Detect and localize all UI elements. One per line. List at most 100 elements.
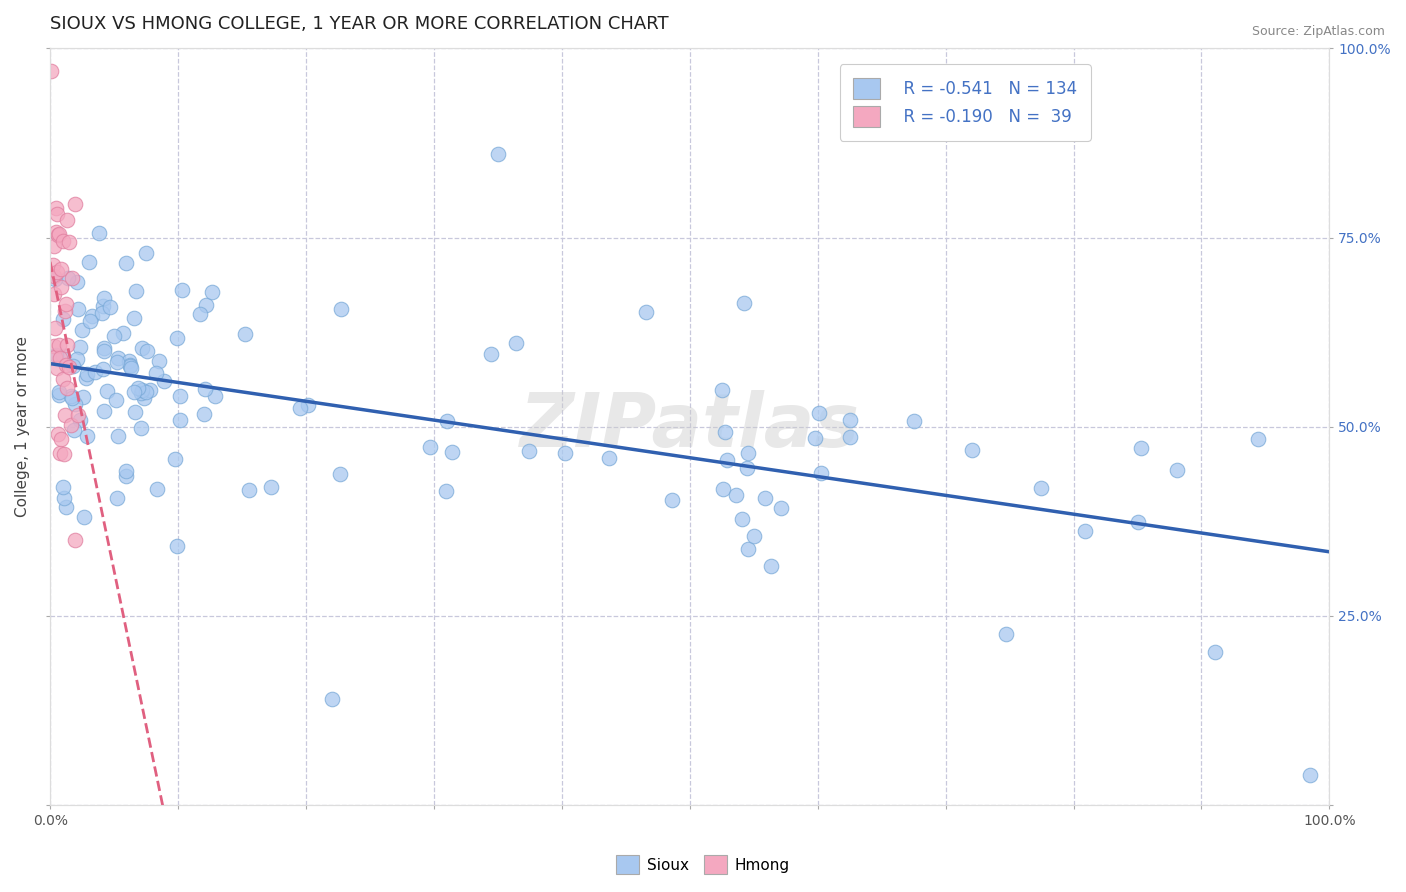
Point <box>152 375 174 389</box>
Point <box>839 413 862 427</box>
Point <box>598 451 620 466</box>
Point <box>62 359 84 373</box>
Point <box>52 372 75 386</box>
Point <box>107 429 129 443</box>
Point <box>93 342 115 356</box>
Point <box>434 484 457 499</box>
Point <box>1204 645 1226 659</box>
Point <box>711 483 734 497</box>
Point <box>297 398 319 412</box>
Point <box>45 225 67 239</box>
Point <box>436 414 458 428</box>
Point <box>838 430 860 444</box>
Point <box>44 350 66 364</box>
Point <box>131 421 153 435</box>
Point <box>120 360 142 375</box>
Point <box>194 382 217 396</box>
Point <box>69 413 91 427</box>
Point <box>91 362 114 376</box>
Point <box>238 483 260 497</box>
Legend:   R = -0.541   N = 134,   R = -0.190   N =  39: R = -0.541 N = 134, R = -0.190 N = 39 <box>839 64 1091 141</box>
Point <box>204 389 226 403</box>
Point <box>91 299 114 313</box>
Point <box>118 358 141 372</box>
Point <box>52 234 75 248</box>
Point <box>129 386 152 401</box>
Point <box>107 351 129 366</box>
Point <box>201 285 224 299</box>
Point <box>148 353 170 368</box>
Point <box>441 445 464 459</box>
Point <box>56 338 79 352</box>
Point <box>994 626 1017 640</box>
Point <box>48 385 70 400</box>
Point <box>49 445 72 459</box>
Point <box>321 692 343 706</box>
Point <box>46 426 69 441</box>
Point <box>139 383 162 397</box>
Point <box>52 311 75 326</box>
Point <box>45 201 67 215</box>
Point <box>93 343 115 358</box>
Point <box>103 329 125 343</box>
Point <box>172 283 194 297</box>
Point <box>93 292 115 306</box>
Point <box>115 469 138 483</box>
Point <box>166 331 188 345</box>
Point <box>165 452 187 467</box>
Point <box>65 196 87 211</box>
Point <box>79 314 101 328</box>
Point <box>42 339 65 353</box>
Point <box>66 408 89 422</box>
Point <box>505 336 527 351</box>
Point <box>76 429 98 443</box>
Point <box>636 305 658 319</box>
Point <box>63 423 86 437</box>
Point <box>135 385 157 400</box>
Point <box>135 343 157 358</box>
Point <box>486 147 509 161</box>
Point <box>93 404 115 418</box>
Point <box>193 407 215 421</box>
Point <box>83 365 105 379</box>
Point <box>517 443 540 458</box>
Point <box>131 341 153 355</box>
Point <box>53 491 76 506</box>
Point <box>100 300 122 314</box>
Point <box>48 351 70 365</box>
Text: Source: ZipAtlas.com: Source: ZipAtlas.com <box>1251 25 1385 38</box>
Point <box>127 381 149 395</box>
Point <box>56 213 79 227</box>
Point <box>479 346 502 360</box>
Point <box>125 284 148 298</box>
Point <box>42 239 65 253</box>
Point <box>45 361 67 376</box>
Point <box>60 418 83 433</box>
Point <box>66 352 89 367</box>
Point <box>118 359 141 374</box>
Point <box>770 500 793 515</box>
Point <box>131 383 153 397</box>
Point <box>169 389 191 403</box>
Point <box>135 246 157 260</box>
Point <box>903 414 925 428</box>
Point <box>124 405 146 419</box>
Point <box>46 265 69 279</box>
Point <box>52 479 75 493</box>
Point <box>72 390 94 404</box>
Point <box>53 446 76 460</box>
Point <box>661 492 683 507</box>
Point <box>52 349 75 363</box>
Point <box>1299 767 1322 781</box>
Point <box>810 466 832 480</box>
Point <box>737 445 759 459</box>
Point <box>56 271 79 285</box>
Point <box>122 385 145 400</box>
Point <box>49 280 72 294</box>
Point <box>754 491 776 505</box>
Point <box>63 397 86 411</box>
Point <box>419 440 441 454</box>
Point <box>735 461 758 475</box>
Point <box>49 262 72 277</box>
Point <box>55 297 77 311</box>
